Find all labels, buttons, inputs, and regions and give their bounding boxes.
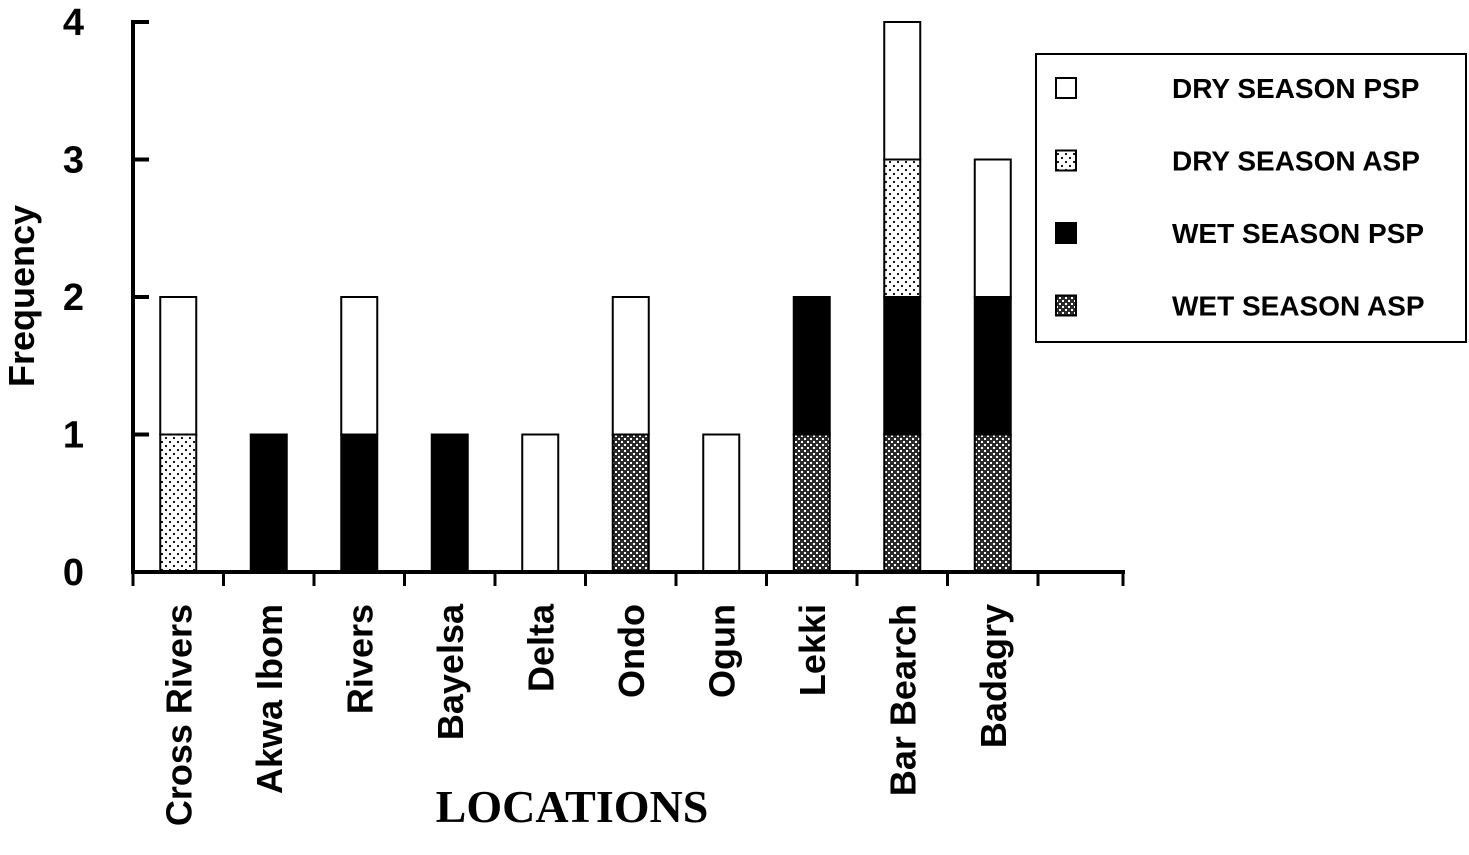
labels-layer: 0 1 2 3 4 Cross Rivers Akwa Ibom Rivers Bayelsa D… (63, 2, 1014, 826)
y-tick-label-4: 4 (63, 2, 84, 44)
bar-lekki-wet-season-psp (792, 296, 831, 436)
y-tick-label-1: 1 (63, 415, 84, 457)
bar-bar-bearch-wet-season-asp (883, 433, 922, 573)
x-category-label-badagry: Badagry (973, 604, 1014, 748)
bar-bayelsa-wet-season-psp (430, 433, 469, 573)
x-category-label-ondo: Ondo (611, 604, 652, 698)
legend: DRY SEASON PSP DRY SEASON ASP WET SEASON P… (1035, 53, 1467, 343)
bar-lekki-wet-season-asp (792, 433, 831, 573)
legend-label-dry-season-asp: DRY SEASON ASP (1172, 146, 1420, 177)
x-category-label-ogun: Ogun (701, 604, 742, 698)
x-category-label-akwa-ibom: Akwa Ibom (249, 604, 290, 794)
legend-swatch-wet-season-psp (1055, 222, 1077, 244)
bar-rivers-dry-season-psp (340, 296, 379, 436)
bar-cross-rivers-dry-season-asp (159, 433, 198, 573)
bar-akwa-ibom-wet-season-psp (249, 433, 288, 573)
x-category-label-delta: Delta (520, 603, 561, 692)
bar-ondo-dry-season-psp (611, 296, 650, 436)
bar-bar-bearch-wet-season-psp (883, 296, 922, 436)
x-category-label-bar-bearch: Bar Bearch (882, 604, 923, 796)
legend-box (1035, 53, 1467, 343)
y-tick-label-2: 2 (63, 277, 84, 319)
bar-ogun-dry-season-psp (702, 433, 741, 573)
y-axis-title: Frequency (1, 205, 42, 387)
x-category-label-lekki: Lekki (792, 604, 833, 696)
legend-swatch-dry-season-asp (1055, 149, 1077, 172)
bar-rivers-wet-season-psp (340, 433, 379, 573)
legend-label-wet-season-asp: WET SEASON ASP (1172, 291, 1425, 322)
x-category-label-bayelsa: Bayelsa (430, 603, 471, 740)
legend-label-wet-season-psp: WET SEASON PSP (1172, 218, 1424, 249)
x-category-label-rivers: Rivers (339, 604, 380, 714)
bar-cross-rivers-dry-season-psp (159, 296, 198, 436)
bar-delta-dry-season-psp (521, 433, 560, 573)
legend-swatch-dry-season-psp (1055, 77, 1077, 99)
y-tick-label-0: 0 (63, 552, 84, 594)
bar-ondo-wet-season-asp (611, 433, 650, 573)
bar-bar-bearch-dry-season-asp (883, 158, 922, 298)
legend-label-dry-season-psp: DRY SEASON PSP (1172, 73, 1419, 104)
bar-bar-bearch-dry-season-psp (883, 21, 922, 161)
bar-badagry-dry-season-psp (973, 158, 1012, 298)
y-tick-label-3: 3 (63, 140, 84, 182)
bar-badagry-wet-season-psp (973, 296, 1012, 436)
bar-badagry-wet-season-asp (973, 433, 1012, 573)
bars-layer (159, 21, 1012, 573)
axes-layer (131, 20, 1125, 586)
legend-swatch-wet-season-asp (1055, 294, 1077, 317)
x-axis-title: LOCATIONS (436, 781, 709, 832)
x-category-label-cross-rivers: Cross Rivers (158, 604, 199, 826)
